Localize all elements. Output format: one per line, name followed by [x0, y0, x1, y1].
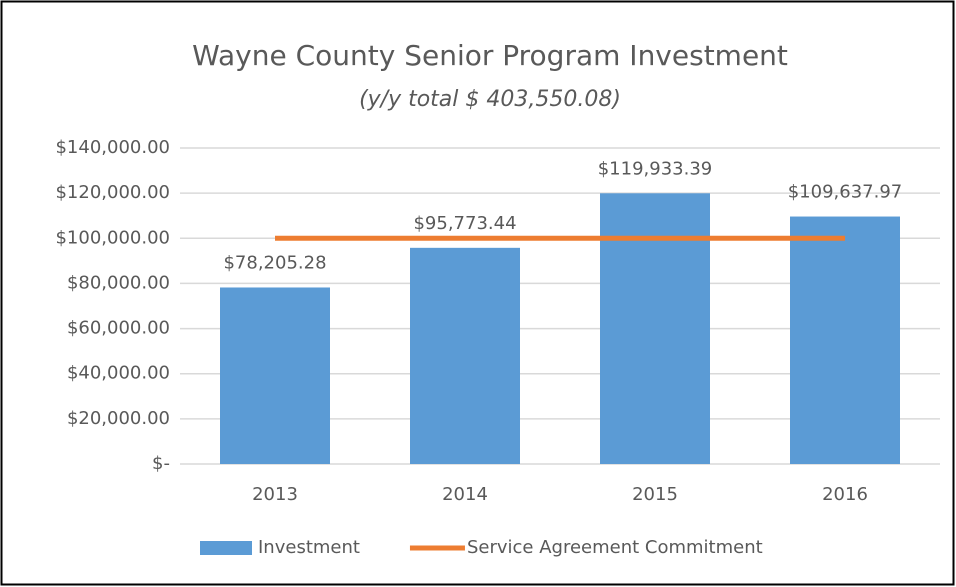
- x-tick-label: 2013: [252, 484, 298, 505]
- data-label: $119,933.39: [598, 158, 713, 179]
- y-tick-label: $140,000.00: [55, 137, 170, 158]
- legend-label: Investment: [258, 537, 360, 558]
- x-tick-label: 2016: [822, 484, 868, 505]
- legend-swatch: [200, 541, 252, 555]
- chart-subtitle: (y/y total $ 403,550.08): [359, 87, 621, 112]
- y-tick-label: $-: [152, 453, 170, 474]
- y-tick-label: $120,000.00: [55, 182, 170, 203]
- bar: [410, 247, 520, 464]
- y-tick-label: $60,000.00: [67, 318, 170, 339]
- data-label: $109,637.97: [788, 182, 903, 203]
- y-tick-label: $20,000.00: [67, 408, 170, 429]
- y-tick-label: $80,000.00: [67, 272, 170, 293]
- y-tick-label: $40,000.00: [67, 363, 170, 384]
- x-tick-label: 2014: [442, 484, 488, 505]
- bar: [790, 216, 900, 464]
- x-tick-label: 2015: [632, 484, 678, 505]
- legend-label: Service Agreement Commitment: [467, 537, 763, 558]
- data-label: $95,773.44: [413, 213, 516, 234]
- y-tick-label: $100,000.00: [55, 227, 170, 248]
- bar: [220, 287, 330, 464]
- bar: [600, 193, 710, 464]
- data-label: $78,205.28: [223, 252, 326, 273]
- chart-title: Wayne County Senior Program Investment: [192, 39, 788, 72]
